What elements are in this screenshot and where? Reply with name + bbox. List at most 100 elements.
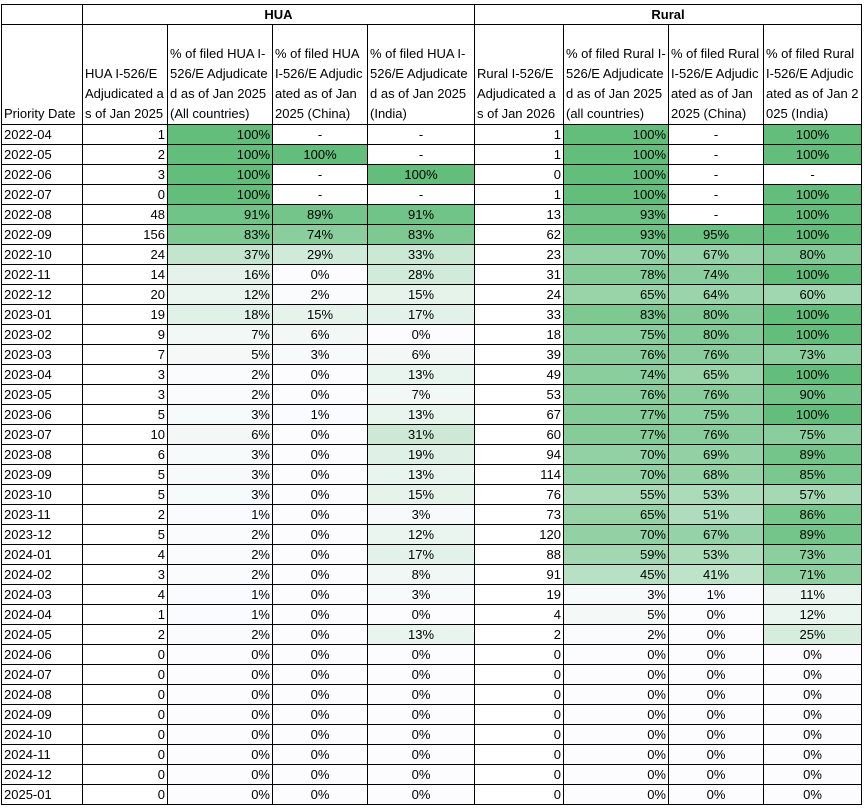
cell-hua-pct-china[interactable]: - bbox=[272, 124, 368, 145]
cell-hua-pct-india[interactable]: - bbox=[367, 124, 475, 145]
cell-hua-pct-all[interactable]: 16% bbox=[167, 264, 273, 285]
group-header-rural[interactable]: Rural bbox=[474, 4, 862, 25]
cell-rural-pct-china[interactable]: 51% bbox=[668, 504, 764, 525]
cell-hua-pct-all[interactable]: 0% bbox=[167, 644, 273, 665]
cell-rural-pct-all[interactable]: 45% bbox=[563, 564, 669, 585]
cell-priority-date[interactable]: 2022-06 bbox=[1, 164, 83, 185]
cell-rural-pct-all[interactable]: 77% bbox=[563, 404, 669, 425]
cell-hua-pct-india[interactable]: 0% bbox=[367, 724, 475, 745]
cell-rural-pct-all[interactable]: 0% bbox=[563, 684, 669, 705]
cell-hua-pct-all[interactable]: 5% bbox=[167, 344, 273, 365]
cell-rural-count[interactable]: 94 bbox=[474, 444, 564, 465]
cell-hua-pct-india[interactable]: 0% bbox=[367, 604, 475, 625]
cell-hua-count[interactable]: 19 bbox=[82, 304, 168, 325]
cell-rural-count[interactable]: 53 bbox=[474, 384, 564, 405]
cell-rural-count[interactable]: 76 bbox=[474, 484, 564, 505]
cell-rural-count[interactable]: 13 bbox=[474, 204, 564, 225]
cell-rural-pct-india[interactable]: 0% bbox=[763, 724, 862, 745]
cell-rural-pct-india[interactable]: 85% bbox=[763, 464, 862, 485]
cell-hua-pct-india[interactable]: - bbox=[367, 144, 475, 165]
cell-hua-pct-india[interactable]: - bbox=[367, 184, 475, 205]
cell-rural-pct-china[interactable]: 53% bbox=[668, 484, 764, 505]
cell-hua-pct-all[interactable]: 12% bbox=[167, 284, 273, 305]
cell-hua-pct-all[interactable]: 0% bbox=[167, 744, 273, 765]
cell-hua-pct-china[interactable]: 0% bbox=[272, 384, 368, 405]
cell-priority-date[interactable]: 2024-07 bbox=[1, 664, 83, 685]
cell-hua-count[interactable]: 4 bbox=[82, 584, 168, 605]
cell-rural-count[interactable]: 23 bbox=[474, 244, 564, 265]
cell-rural-count[interactable]: 120 bbox=[474, 524, 564, 545]
cell-rural-count[interactable]: 18 bbox=[474, 324, 564, 345]
cell-rural-pct-all[interactable]: 78% bbox=[563, 264, 669, 285]
cell-hua-count[interactable]: 7 bbox=[82, 344, 168, 365]
header-rural-pct-all[interactable]: % of filed Rural I-526/E Adjudicated as … bbox=[563, 24, 669, 125]
cell-hua-count[interactable]: 5 bbox=[82, 404, 168, 425]
cell-priority-date[interactable]: 2023-10 bbox=[1, 484, 83, 505]
cell-hua-pct-china[interactable]: 89% bbox=[272, 204, 368, 225]
cell-rural-pct-india[interactable]: 73% bbox=[763, 344, 862, 365]
cell-rural-count[interactable]: 2 bbox=[474, 624, 564, 645]
cell-hua-count[interactable]: 0 bbox=[82, 644, 168, 665]
cell-rural-pct-china[interactable]: 68% bbox=[668, 464, 764, 485]
cell-rural-pct-india[interactable]: 73% bbox=[763, 544, 862, 565]
cell-rural-pct-china[interactable]: 0% bbox=[668, 644, 764, 665]
cell-hua-pct-china[interactable]: 74% bbox=[272, 224, 368, 245]
cell-rural-pct-all[interactable]: 76% bbox=[563, 344, 669, 365]
cell-priority-date[interactable]: 2023-03 bbox=[1, 344, 83, 365]
cell-rural-pct-all[interactable]: 55% bbox=[563, 484, 669, 505]
cell-rural-pct-china[interactable]: - bbox=[668, 184, 764, 205]
cell-hua-pct-china[interactable]: 0% bbox=[272, 744, 368, 765]
cell-hua-pct-all[interactable]: 3% bbox=[167, 404, 273, 425]
cell-priority-date[interactable]: 2023-11 bbox=[1, 504, 83, 525]
cell-hua-count[interactable]: 0 bbox=[82, 764, 168, 785]
cell-rural-count[interactable]: 1 bbox=[474, 124, 564, 145]
cell-hua-pct-all[interactable]: 37% bbox=[167, 244, 273, 265]
cell-hua-count[interactable]: 0 bbox=[82, 724, 168, 745]
cell-rural-count[interactable]: 114 bbox=[474, 464, 564, 485]
cell-rural-pct-all[interactable]: 100% bbox=[563, 184, 669, 205]
cell-rural-pct-all[interactable]: 0% bbox=[563, 744, 669, 765]
cell-hua-count[interactable]: 5 bbox=[82, 524, 168, 545]
cell-rural-pct-india[interactable]: 89% bbox=[763, 444, 862, 465]
cell-hua-count[interactable]: 0 bbox=[82, 184, 168, 205]
cell-rural-pct-china[interactable]: - bbox=[668, 164, 764, 185]
cell-hua-pct-china[interactable]: 0% bbox=[272, 684, 368, 705]
cell-hua-pct-all[interactable]: 0% bbox=[167, 764, 273, 785]
cell-rural-pct-china[interactable]: 0% bbox=[668, 744, 764, 765]
cell-hua-pct-china[interactable]: 15% bbox=[272, 304, 368, 325]
cell-hua-pct-china[interactable]: 0% bbox=[272, 484, 368, 505]
cell-hua-pct-all[interactable]: 0% bbox=[167, 704, 273, 725]
cell-hua-pct-all[interactable]: 6% bbox=[167, 424, 273, 445]
cell-rural-pct-india[interactable]: 90% bbox=[763, 384, 862, 405]
cell-hua-pct-india[interactable]: 6% bbox=[367, 344, 475, 365]
cell-hua-pct-india[interactable]: 0% bbox=[367, 744, 475, 765]
cell-rural-count[interactable]: 88 bbox=[474, 544, 564, 565]
cell-rural-pct-india[interactable]: 100% bbox=[763, 404, 862, 425]
cell-rural-pct-india[interactable]: 80% bbox=[763, 244, 862, 265]
cell-hua-pct-china[interactable]: 3% bbox=[272, 344, 368, 365]
cell-rural-pct-china[interactable]: 76% bbox=[668, 384, 764, 405]
header-hua-pct-china[interactable]: % of filed HUA I-526/E Adjudicated as of… bbox=[272, 24, 368, 125]
cell-rural-pct-china[interactable]: 95% bbox=[668, 224, 764, 245]
cell-rural-pct-china[interactable]: - bbox=[668, 144, 764, 165]
header-hua-count[interactable]: HUA I-526/E Adjudicated as of Jan 2025 bbox=[82, 24, 168, 125]
cell-hua-count[interactable]: 0 bbox=[82, 784, 168, 805]
cell-rural-pct-china[interactable]: 65% bbox=[668, 364, 764, 385]
cell-hua-pct-india[interactable]: 0% bbox=[367, 704, 475, 725]
header-priority-date[interactable]: Priority Date bbox=[1, 24, 83, 125]
cell-hua-pct-india[interactable]: 91% bbox=[367, 204, 475, 225]
cell-rural-count[interactable]: 0 bbox=[474, 164, 564, 185]
cell-priority-date[interactable]: 2023-01 bbox=[1, 304, 83, 325]
cell-rural-pct-india[interactable]: 12% bbox=[763, 604, 862, 625]
cell-hua-count[interactable]: 1 bbox=[82, 124, 168, 145]
cell-hua-pct-china[interactable]: 0% bbox=[272, 564, 368, 585]
cell-rural-pct-india[interactable]: 100% bbox=[763, 124, 862, 145]
cell-rural-pct-all[interactable]: 75% bbox=[563, 324, 669, 345]
cell-rural-pct-china[interactable]: 64% bbox=[668, 284, 764, 305]
cell-rural-pct-india[interactable]: 11% bbox=[763, 584, 862, 605]
cell-hua-pct-all[interactable]: 3% bbox=[167, 464, 273, 485]
cell-hua-count[interactable]: 48 bbox=[82, 204, 168, 225]
cell-priority-date[interactable]: 2024-11 bbox=[1, 744, 83, 765]
cell-rural-count[interactable]: 0 bbox=[474, 684, 564, 705]
cell-hua-pct-india[interactable]: 0% bbox=[367, 684, 475, 705]
